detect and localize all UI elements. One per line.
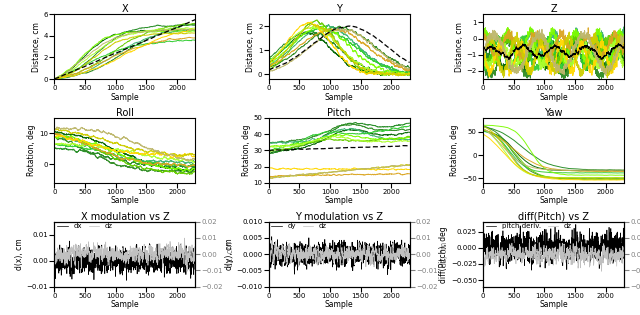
X-axis label: Sample: Sample	[111, 197, 140, 205]
dz	[527, 253, 535, 256]
dz	[268, 238, 276, 242]
pitch deriv.	[572, 223, 580, 226]
dx	[126, 260, 134, 264]
pitch deriv.	[597, 243, 605, 247]
X-axis label: Sample: Sample	[539, 93, 568, 102]
dz	[99, 258, 106, 262]
dz	[558, 260, 566, 263]
dz	[373, 249, 381, 252]
Title: X modulation vs Z: X modulation vs Z	[81, 212, 169, 222]
dy	[373, 244, 381, 248]
pitch deriv.	[558, 248, 566, 251]
dz	[129, 250, 137, 254]
Title: Pitch: Pitch	[327, 108, 351, 118]
dy	[285, 252, 292, 256]
Y-axis label: Rotation, deg: Rotation, deg	[242, 125, 251, 176]
dy	[265, 245, 273, 249]
Y-axis label: Distance, cm: Distance, cm	[454, 22, 463, 72]
dz	[168, 247, 176, 251]
dz	[479, 249, 487, 253]
dz	[191, 253, 199, 256]
dz	[406, 256, 413, 260]
dz	[344, 254, 351, 258]
Y-axis label: Rotation, deg: Rotation, deg	[28, 125, 36, 176]
pitch deriv.	[499, 235, 506, 239]
X-axis label: Sample: Sample	[111, 93, 140, 102]
Y-axis label: d(x), cm: d(x), cm	[15, 238, 24, 270]
Line: dz: dz	[483, 239, 624, 271]
X-axis label: Sample: Sample	[539, 300, 568, 309]
dy	[384, 273, 392, 277]
pitch deriv.	[620, 248, 628, 252]
dz	[313, 261, 321, 264]
dx	[70, 272, 78, 276]
dz	[265, 251, 273, 255]
dz	[525, 237, 533, 241]
dz	[51, 250, 58, 254]
dx	[51, 250, 58, 254]
dx	[99, 268, 106, 272]
Legend: dx, dz: dx, dz	[54, 220, 115, 232]
Y-axis label: Distance, cm: Distance, cm	[246, 22, 255, 72]
dy	[340, 265, 348, 268]
Line: dz: dz	[54, 238, 195, 271]
Y-axis label: Rotation, deg: Rotation, deg	[450, 125, 460, 176]
pitch deriv.	[555, 228, 563, 232]
Legend: pitch deriv., dz: pitch deriv., dz	[483, 220, 575, 232]
pitch deriv.	[479, 246, 487, 249]
pitch deriv.	[528, 268, 536, 272]
Line: dx: dx	[54, 241, 195, 280]
Y-axis label: dz, cm: dz, cm	[440, 242, 449, 267]
Title: X: X	[122, 4, 128, 14]
dz	[620, 251, 628, 255]
dz	[294, 265, 302, 269]
dz	[597, 256, 605, 260]
dy	[344, 259, 351, 262]
dz	[183, 269, 191, 273]
Title: Y modulation vs Z: Y modulation vs Z	[295, 212, 383, 222]
Y-axis label: diff(Pitch), deg: diff(Pitch), deg	[439, 226, 448, 283]
Line: dy: dy	[269, 237, 410, 275]
Line: dz: dz	[269, 240, 410, 267]
dx	[159, 258, 166, 262]
Legend: dy, dz: dy, dz	[269, 220, 330, 232]
dx	[191, 256, 199, 260]
dz	[70, 249, 78, 253]
dy	[383, 248, 390, 252]
Y-axis label: Distance, cm: Distance, cm	[32, 22, 41, 72]
X-axis label: Sample: Sample	[539, 197, 568, 205]
dx	[168, 262, 176, 266]
dx	[65, 239, 73, 243]
X-axis label: Sample: Sample	[325, 93, 353, 102]
Line: pitch deriv.: pitch deriv.	[483, 225, 624, 270]
Title: Y: Y	[336, 4, 342, 14]
dy	[268, 235, 276, 238]
X-axis label: Sample: Sample	[325, 300, 353, 309]
Y-axis label: d(y), cm: d(y), cm	[225, 238, 234, 270]
dz	[588, 253, 595, 257]
dz	[383, 254, 390, 257]
dx	[129, 255, 137, 259]
dz	[126, 253, 134, 256]
dx	[123, 278, 131, 282]
dy	[313, 251, 321, 255]
dz	[555, 253, 563, 256]
pitch deriv.	[588, 247, 595, 251]
dz	[340, 248, 348, 252]
Title: diff(Pitch) vs Z: diff(Pitch) vs Z	[518, 212, 589, 222]
dz	[499, 260, 506, 264]
dz	[598, 269, 605, 273]
dy	[406, 249, 413, 253]
Title: Yaw: Yaw	[544, 108, 563, 118]
X-axis label: Sample: Sample	[111, 300, 140, 309]
dz	[285, 252, 292, 256]
Title: Roll: Roll	[116, 108, 134, 118]
X-axis label: Sample: Sample	[325, 197, 353, 205]
Title: Z: Z	[550, 4, 557, 14]
pitch deriv.	[527, 243, 535, 247]
Y-axis label: dz, cm: dz, cm	[226, 242, 235, 267]
dz	[159, 260, 166, 263]
dz	[180, 236, 188, 240]
